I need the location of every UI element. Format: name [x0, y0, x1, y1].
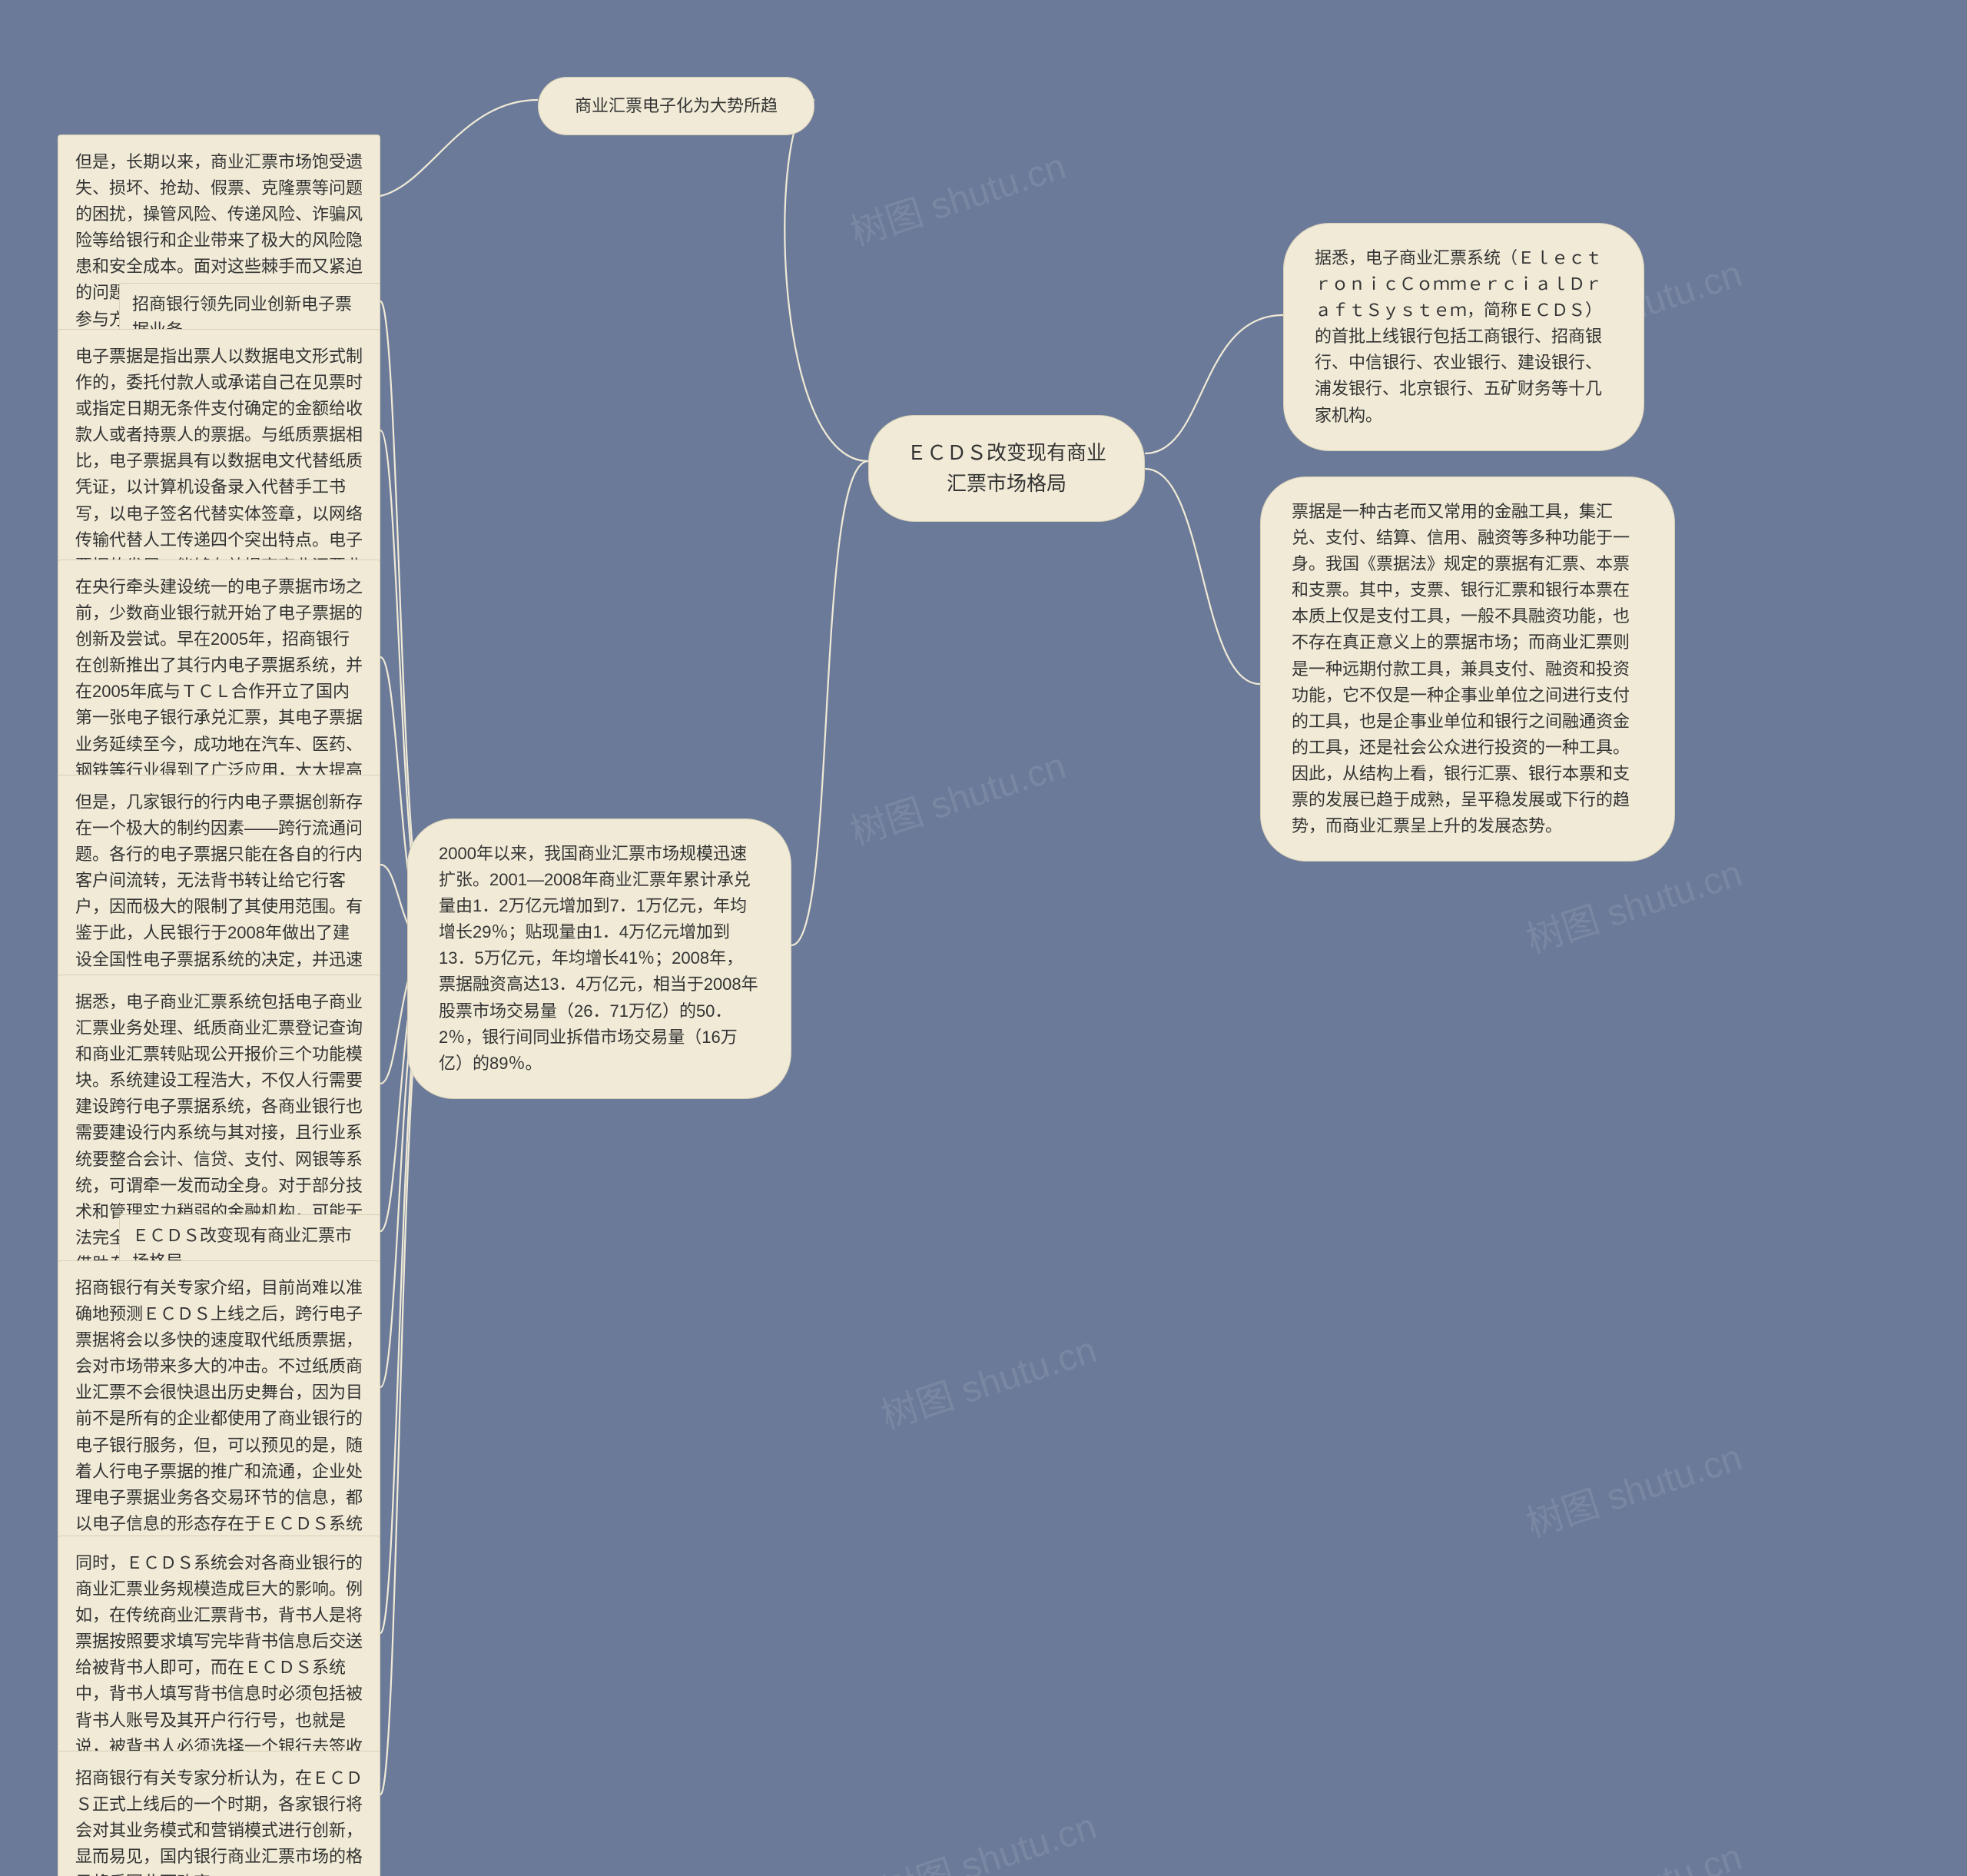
right-node-r1[interactable]: 据悉，电子商业汇票系统（ＥｌｅｃｔｒｏｎｉｃＣｏｍｍｅｒｃｉａｌＤｒａｆｔＳｙｓ…	[1283, 223, 1644, 451]
connector	[1145, 469, 1260, 684]
connector	[791, 461, 868, 945]
center-text: ＥＣＤＳ改变现有商业汇票市场格局	[907, 441, 1106, 495]
left-node-text: 招商银行有关专家分析认为，在ＥＣＤＳ正式上线后的一个时期，各家银行将会对其业务模…	[75, 1768, 363, 1876]
left-top-text: 商业汇票电子化为大势所趋	[575, 96, 778, 115]
right-node-r2[interactable]: 票据是一种古老而又常用的金融工具，集汇兑、支付、结算、信用、融资等多种功能于一身…	[1260, 476, 1675, 862]
right-node-text: 票据是一种古老而又常用的金融工具，集汇兑、支付、结算、信用、融资等多种功能于一身…	[1292, 502, 1630, 835]
center-node[interactable]: ＥＣＤＳ改变现有商业汇票市场格局	[868, 415, 1145, 522]
watermark: 树图 shutu.cn	[1518, 1427, 1747, 1547]
right-node-text: 据悉，电子商业汇票系统（ＥｌｅｃｔｒｏｎｉｃＣｏｍｍｅｒｃｉａｌＤｒａｆｔＳｙｓ…	[1315, 248, 1602, 425]
watermark: 树图 shutu.cn	[873, 1796, 1102, 1876]
watermark: 树图 shutu.cn	[1518, 1827, 1747, 1876]
connector	[784, 100, 868, 461]
watermark: 树图 shutu.cn	[842, 735, 1071, 855]
left-big-text: 2000年以来，我国商业汇票市场规模迅速扩张。2001—2008年商业汇票年累计…	[439, 844, 758, 1073]
left-node-l10[interactable]: 招商银行有关专家分析认为，在ＥＣＤＳ正式上线后的一个时期，各家银行将会对其业务模…	[58, 1751, 380, 1876]
watermark: 树图 shutu.cn	[842, 136, 1071, 256]
connector	[380, 100, 538, 196]
left-top-node[interactable]: 商业汇票电子化为大势所趋	[538, 77, 814, 135]
left-big-node[interactable]: 2000年以来，我国商业汇票市场规模迅速扩张。2001—2008年商业汇票年累计…	[407, 818, 791, 1099]
connector	[1145, 315, 1283, 453]
watermark: 树图 shutu.cn	[873, 1320, 1102, 1439]
